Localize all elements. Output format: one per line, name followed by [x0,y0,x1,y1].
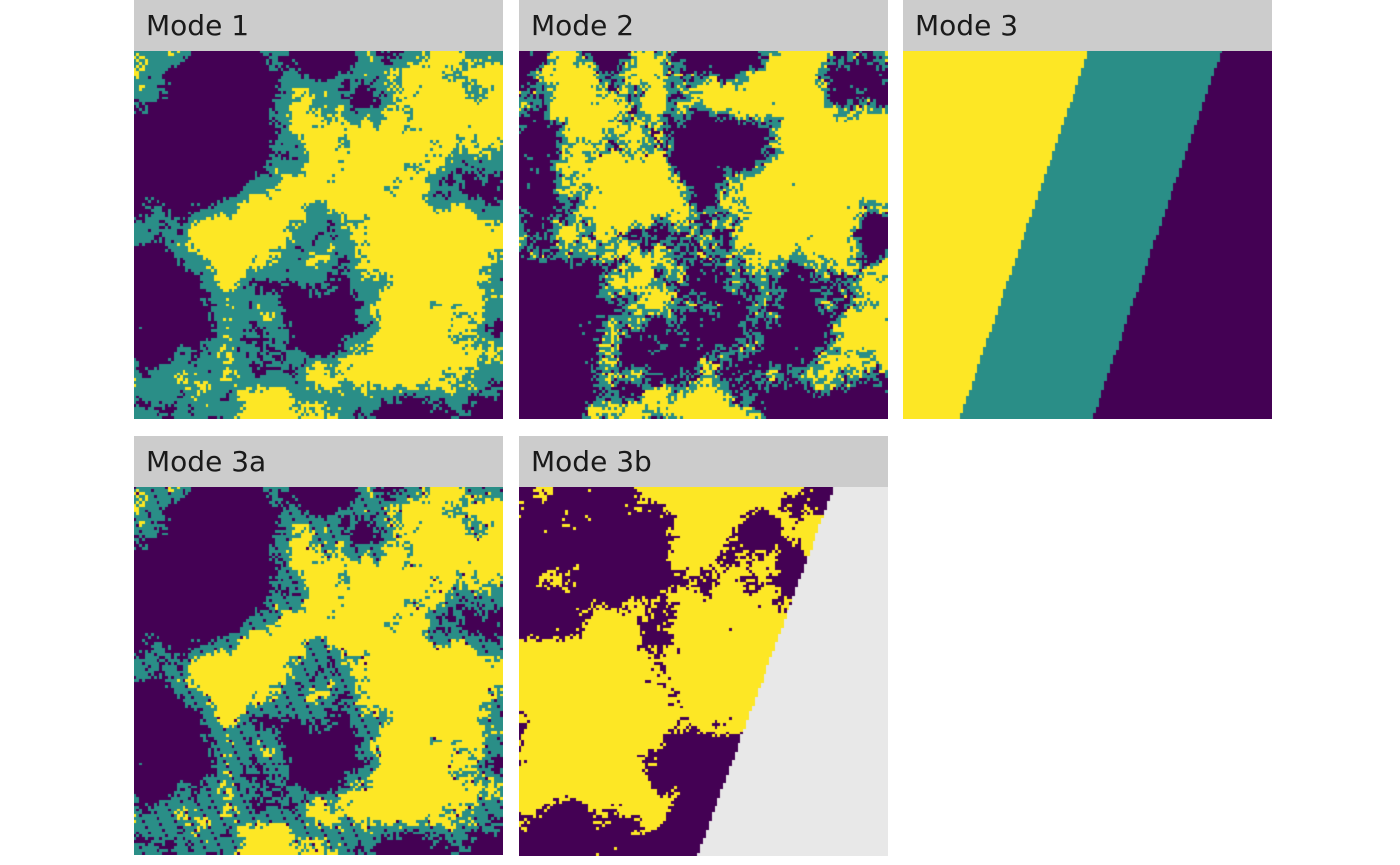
facet-mode-2: Mode 2 [519,0,888,419]
facet-mode-3: Mode 3 [903,0,1272,419]
facet-mode-3a: Mode 3a [134,436,503,855]
heatmap-raster [134,487,503,855]
heatmap-panel [134,487,503,855]
heatmap-panel [903,51,1272,419]
heatmap-raster [519,487,888,856]
heatmap-panel [134,51,503,419]
facet-strip-title: Mode 3b [519,436,888,487]
facet-mode-1: Mode 1 [134,0,503,419]
heatmap-raster [134,51,503,419]
heatmap-raster [903,51,1272,419]
heatmap-panel [519,487,888,856]
heatmap-raster [519,51,888,419]
heatmap-panel [519,51,888,419]
facet-strip-title: Mode 3 [903,0,1272,51]
facet-strip-title: Mode 3a [134,436,503,487]
facet-mode-3b: Mode 3b [519,436,888,856]
facet-strip-title: Mode 1 [134,0,503,51]
facet-strip-title: Mode 2 [519,0,888,51]
